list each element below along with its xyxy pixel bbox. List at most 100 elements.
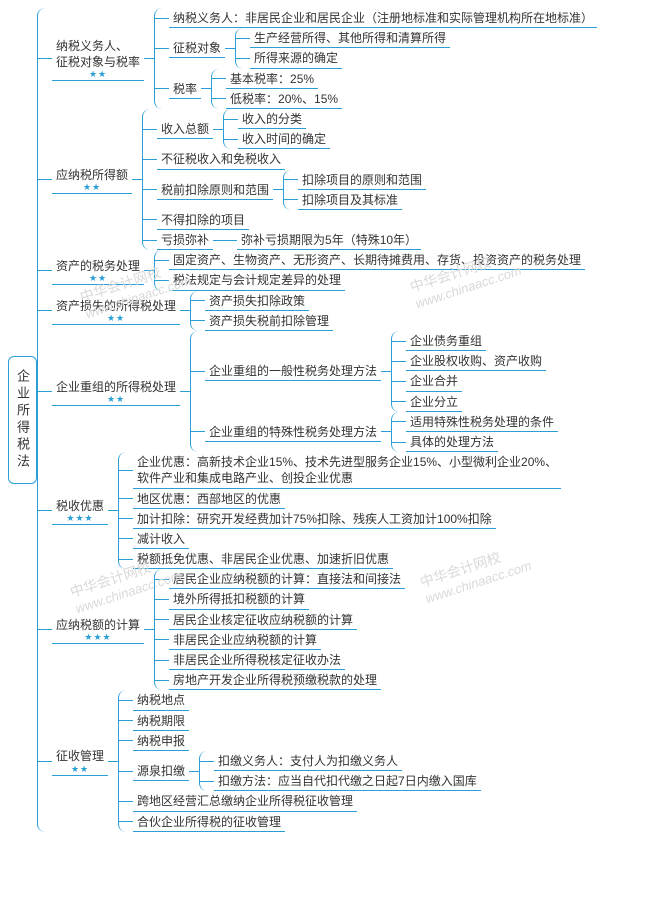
tree-node: 所得来源的确定 <box>250 48 342 68</box>
children-container: 固定资产、生物资产、无形资产、长期待摊费用、存货、投资资产的税务处理税法规定与会… <box>154 250 585 290</box>
tree-branch: 应纳税所得额★★ 收入总额收入的分类收入时间的确定不征税收入和免税收入税前扣除原则… <box>37 109 597 250</box>
rating-stars: ★★★ <box>56 514 104 523</box>
tree-node: 低税率：20%、15% <box>226 89 342 109</box>
children-container: 生产经营所得、其他所得和清算所得所得来源的确定 <box>235 28 450 68</box>
tree-branch: 适用特殊性税务处理的条件 <box>391 412 558 432</box>
tree-branch: 企业合并 <box>391 371 546 391</box>
tree-branch: 资产损失扣除政策 <box>190 291 333 311</box>
connector-line <box>144 629 154 630</box>
tree-node: 亏损弥补 <box>157 230 213 250</box>
tree-node: 税法规定与会计规定差异的处理 <box>169 270 345 290</box>
child-group: 弥补亏损期限为5年（特殊10年） <box>213 230 421 250</box>
connector-line <box>180 391 190 392</box>
tree-node: 扣缴方法：应当自代扣代缴之日起7日内缴入国库 <box>214 771 481 791</box>
tree-branch: 企业债务重组 <box>391 331 546 351</box>
tree-branch: 企业重组的一般性税务处理方法企业债务重组企业股权收购、资产收购企业合并企业分立 <box>190 331 558 412</box>
child-group: 企业债务重组企业股权收购、资产收购企业合并企业分立 <box>381 331 546 412</box>
rating-stars: ★★★ <box>56 633 140 642</box>
tree-node: 不征税收入和免税收入 <box>157 149 285 169</box>
child-group: 适用特殊性税务处理的条件具体的处理方法 <box>381 412 558 452</box>
tree-branch: 收入总额收入的分类收入时间的确定 <box>142 109 426 149</box>
tree-node: 企业合并 <box>406 371 462 391</box>
tree-branch: 扣除项目的原则和范围 <box>283 170 426 190</box>
tree-branch: 跨地区经营汇总缴纳企业所得税征收管理 <box>118 791 481 811</box>
tree-node: 企业优惠：高新技术企业15%、技术先进型服务企业15%、小型微利企业20%、软件… <box>133 452 561 488</box>
connector-line <box>381 431 391 432</box>
tree-node: 非居民企业应纳税额的计算 <box>169 630 321 650</box>
tree-branch: 资产损失的所得税处理★★ 资产损失扣除政策资产损失税前扣除管理 <box>37 291 597 331</box>
tree-node: 加计扣除：研究开发经费加计75%扣除、残疾人工资加计100%扣除 <box>133 509 496 529</box>
tree-node: 收入的分类 <box>238 109 306 129</box>
tree-branch: 收入时间的确定 <box>223 129 330 149</box>
tree-branch: 扣缴方法：应当自代扣代缴之日起7日内缴入国库 <box>199 771 481 791</box>
tree-branch: 企业分立 <box>391 392 546 412</box>
tree-node: 减计收入 <box>133 529 189 549</box>
child-group: 固定资产、生物资产、无形资产、长期待摊费用、存货、投资资产的税务处理税法规定与会… <box>144 250 585 290</box>
connector-line <box>189 771 199 772</box>
tree-node: 具体的处理方法 <box>406 432 498 452</box>
children-container: 基本税率：25%低税率：20%、15% <box>211 69 342 109</box>
tree-branch: 弥补亏损期限为5年（特殊10年） <box>223 230 421 250</box>
tree-branch: 税额抵免优惠、非居民企业优惠、加速折旧优惠 <box>118 549 561 569</box>
child-group: 收入的分类收入时间的确定 <box>213 109 330 149</box>
rating-stars: ★★ <box>56 274 140 283</box>
child-group: 基本税率：25%低税率：20%、15% <box>201 69 342 109</box>
tree-branch: 固定资产、生物资产、无形资产、长期待摊费用、存货、投资资产的税务处理 <box>154 250 585 270</box>
children-container: 收入总额收入的分类收入时间的确定不征税收入和免税收入税前扣除原则和范围 扣除项目的… <box>142 109 426 250</box>
tree-branch: 纳税申报 <box>118 731 481 751</box>
tree-branch: 税收优惠★★★企业优惠：高新技术企业15%、技术先进型服务企业15%、小型微利企… <box>37 452 597 569</box>
level1-children: 纳税义务人、征税对象与税率★★纳税义务人：非居民企业和居民企业（注册地标准和实际… <box>37 8 597 832</box>
tree-node: 扣缴义务人：支付人为扣缴义务人 <box>214 751 402 771</box>
children-container: 弥补亏损期限为5年（特殊10年） <box>223 230 421 250</box>
child-group: 企业优惠：高新技术企业15%、技术先进型服务企业15%、小型微利企业20%、软件… <box>108 452 561 569</box>
child-group: 纳税义务人：非居民企业和居民企业（注册地标准和实际管理机构所在地标准）征税对象生… <box>144 8 597 109</box>
root-node: 企业所得税法 <box>8 356 37 484</box>
tree-node: 纳税义务人：非居民企业和居民企业（注册地标准和实际管理机构所在地标准） <box>169 8 597 28</box>
rating-stars: ★★ <box>56 183 128 192</box>
tree-branch: 纳税义务人：非居民企业和居民企业（注册地标准和实际管理机构所在地标准） <box>154 8 597 28</box>
tree-branch: 企业重组的特殊性税务处理方法适用特殊性税务处理的条件具体的处理方法 <box>190 412 558 452</box>
tree-branch: 加计扣除：研究开发经费加计75%扣除、残疾人工资加计100%扣除 <box>118 509 561 529</box>
connector-line <box>108 761 118 762</box>
connector-line <box>201 88 211 89</box>
tree-branch: 税率基本税率：25%低税率：20%、15% <box>154 69 597 109</box>
children-container: 纳税义务人：非居民企业和居民企业（注册地标准和实际管理机构所在地标准）征税对象生… <box>154 8 597 109</box>
connector-line <box>144 58 154 59</box>
tree-branch: 合伙企业所得税的征收管理 <box>118 812 481 832</box>
tree-branch: 扣缴义务人：支付人为扣缴义务人 <box>199 751 481 771</box>
tree-node: 纳税义务人、征税对象与税率★★ <box>52 36 144 81</box>
tree-branch: 源泉扣缴扣缴义务人：支付人为扣缴义务人扣缴方法：应当自代扣代缴之日起7日内缴入国… <box>118 751 481 791</box>
rating-stars: ★★ <box>56 765 104 774</box>
tree-node: 税前扣除原则和范围 <box>157 180 273 200</box>
tree-node: 企业股权收购、资产收购 <box>406 351 546 371</box>
tree-node: 居民企业应纳税额的计算：直接法和间接法 <box>169 569 405 589</box>
children-container: 纳税地点纳税期限纳税申报源泉扣缴扣缴义务人：支付人为扣缴义务人扣缴方法：应当自代… <box>118 690 481 831</box>
children-container: 收入的分类收入时间的确定 <box>223 109 330 149</box>
tree-node: 扣除项目的原则和范围 <box>298 170 426 190</box>
tree-branch: 纳税期限 <box>118 711 481 731</box>
connector-line <box>108 510 118 511</box>
tree-branch: 低税率：20%、15% <box>211 89 342 109</box>
tree-node: 资产损失的所得税处理★★ <box>52 296 180 325</box>
tree-branch: 境外所得抵扣税额的计算 <box>154 589 405 609</box>
connector-line <box>225 48 235 49</box>
tree-node: 企业重组的特殊性税务处理方法 <box>205 422 381 442</box>
tree-branch: 纳税义务人、征税对象与税率★★纳税义务人：非居民企业和居民企业（注册地标准和实际… <box>37 8 597 109</box>
tree-node: 弥补亏损期限为5年（特殊10年） <box>237 230 421 250</box>
connector-line <box>144 270 154 271</box>
tree-branch: 征税对象生产经营所得、其他所得和清算所得所得来源的确定 <box>154 28 597 68</box>
children-container: 适用特殊性税务处理的条件具体的处理方法 <box>391 412 558 452</box>
mindmap-root-container: 企业所得税法 纳税义务人、征税对象与税率★★纳税义务人：非居民企业和居民企业（注… <box>8 8 656 832</box>
tree-node: 境外所得抵扣税额的计算 <box>169 589 309 609</box>
tree-node: 应纳税所得额★★ <box>52 165 132 194</box>
tree-branch: 企业重组的所得税处理★★企业重组的一般性税务处理方法企业债务重组企业股权收购、资… <box>37 331 597 452</box>
tree-branch: 征收管理★★纳税地点纳税期限纳税申报源泉扣缴扣缴义务人：支付人为扣缴义务人扣缴方… <box>37 690 597 831</box>
tree-node: 税率 <box>169 79 201 99</box>
children-container: 扣缴义务人：支付人为扣缴义务人扣缴方法：应当自代扣代缴之日起7日内缴入国库 <box>199 751 481 791</box>
connector-line <box>180 310 190 311</box>
tree-branch: 扣除项目及其标准 <box>283 190 426 210</box>
connector-line <box>213 129 223 130</box>
tree-branch: 收入的分类 <box>223 109 330 129</box>
tree-branch: 所得来源的确定 <box>235 48 450 68</box>
children-container: 资产损失扣除政策资产损失税前扣除管理 <box>190 291 333 331</box>
